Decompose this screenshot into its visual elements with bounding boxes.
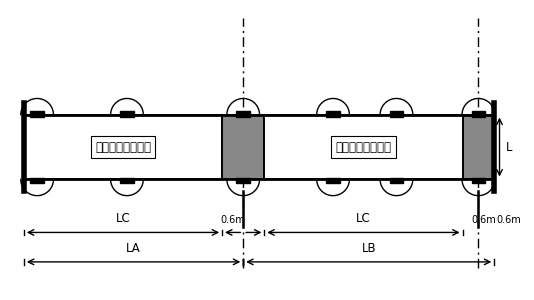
Text: 第２同時放射区域: 第２同時放射区域 — [335, 141, 391, 154]
Text: L: L — [506, 141, 512, 154]
Text: 第１同時放射区域: 第１同時放射区域 — [95, 141, 151, 154]
Bar — [462, 115, 494, 179]
Bar — [30, 111, 44, 117]
Text: LC: LC — [356, 212, 371, 225]
Bar — [264, 115, 462, 179]
Text: LB: LB — [362, 242, 376, 254]
Text: 0.6m: 0.6m — [497, 215, 522, 225]
Bar — [120, 178, 134, 183]
Bar — [24, 115, 222, 179]
Bar — [24, 115, 222, 179]
Text: LA: LA — [126, 242, 141, 254]
Bar — [222, 115, 264, 179]
Text: 0.6m: 0.6m — [472, 215, 496, 225]
Bar — [326, 178, 340, 183]
Bar — [472, 178, 485, 183]
Bar — [390, 111, 403, 117]
Bar — [264, 115, 462, 179]
Bar — [30, 178, 44, 183]
Bar — [390, 178, 403, 183]
Bar — [237, 111, 250, 117]
Bar — [120, 111, 134, 117]
Bar — [472, 111, 485, 117]
Text: LC: LC — [116, 212, 130, 225]
Bar — [237, 178, 250, 183]
Text: 0.6m: 0.6m — [221, 215, 245, 225]
Bar — [326, 111, 340, 117]
